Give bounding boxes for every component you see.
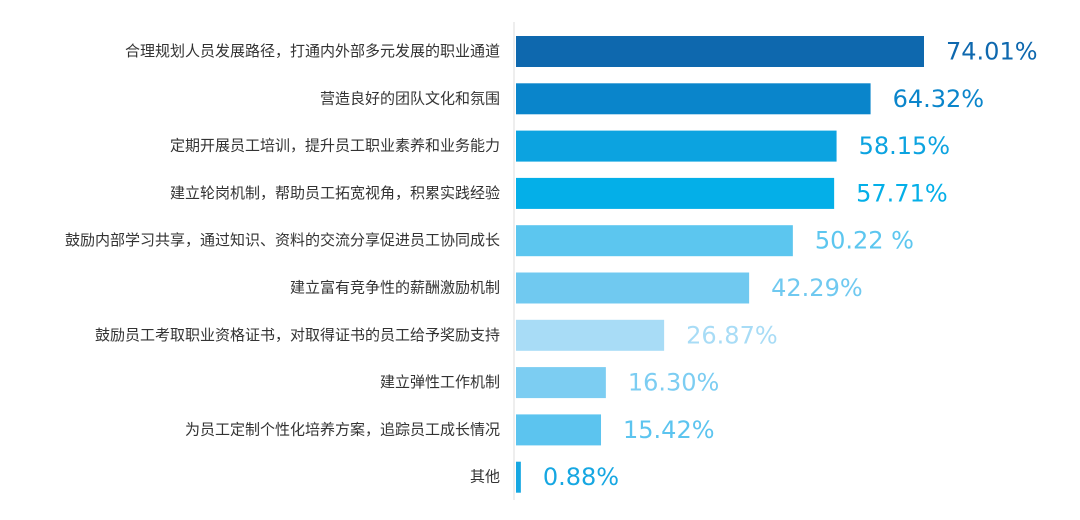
- value-labels-group: 74.01% 64.32% 58.15% 57.71% 50.22 % 42.29% 26.…: [543, 38, 1038, 492]
- bar-5: [516, 225, 793, 257]
- category-label-3: 定期开展员工培训，提升员工职业素养和业务能力: [170, 137, 500, 155]
- category-label-9: 为员工定制个性化培养方案，追踪员工成长情况: [185, 420, 500, 438]
- category-label-4: 建立轮岗机制，帮助员工拓宽视角，积累实践经验: [170, 184, 500, 202]
- category-label-8: 建立弹性工作机制: [380, 373, 500, 391]
- bar-3: [516, 130, 837, 162]
- value-label-1: 74.01%: [946, 38, 1038, 66]
- value-label-7: 26.87%: [686, 321, 778, 349]
- bar-6: [516, 272, 750, 304]
- category-label-7: 鼓励员工考取职业资格证书，对取得证书的员工给予奖励支持: [95, 326, 500, 344]
- bar-2: [516, 83, 871, 115]
- value-label-4: 57.71%: [856, 179, 948, 207]
- value-label-5: 50.22 %: [815, 227, 914, 255]
- value-label-3: 58.15%: [859, 132, 951, 160]
- value-label-2: 64.32%: [893, 85, 985, 113]
- bar-7: [516, 319, 665, 351]
- category-label-10: 其他: [470, 468, 500, 486]
- category-label-2: 营造良好的团队文化和氛围: [320, 89, 500, 107]
- bar-1: [516, 36, 924, 67]
- value-label-9: 15.42%: [623, 416, 715, 444]
- bar-4: [516, 177, 835, 209]
- value-label-8: 16.30%: [628, 369, 720, 397]
- bars-group: [516, 36, 924, 493]
- category-labels-group: 合理规划人员发展路径，打通内外部多元发展的职业通道营造良好的团队文化和氛围定期开…: [65, 42, 500, 486]
- bar-8: [516, 367, 606, 399]
- category-label-5: 鼓励内部学习共享，通过知识、资料的交流分享促进员工协同成长: [65, 231, 500, 249]
- bar-9: [516, 414, 602, 446]
- value-label-6: 42.29%: [771, 274, 863, 302]
- bar-10: [516, 461, 521, 493]
- category-label-6: 建立富有竞争性的薪酬激励机制: [290, 279, 500, 297]
- value-label-10: 0.88%: [543, 463, 619, 491]
- category-label-1: 合理规划人员发展路径，打通内外部多元发展的职业通道: [125, 42, 500, 60]
